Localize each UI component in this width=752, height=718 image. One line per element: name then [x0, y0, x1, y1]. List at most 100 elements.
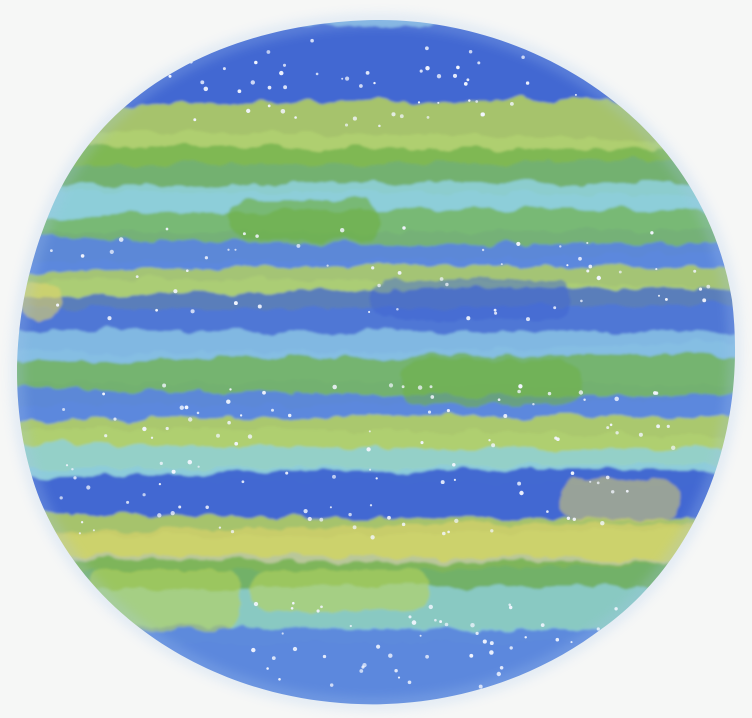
star-dot — [345, 76, 350, 81]
star-dot — [320, 605, 323, 609]
star-dot — [596, 627, 600, 631]
star-dot — [566, 516, 571, 520]
star-dot — [430, 395, 435, 399]
paint-patch — [250, 570, 430, 610]
star-dot — [693, 269, 697, 273]
star-dot — [638, 432, 643, 437]
paint-patch — [370, 280, 570, 320]
star-dot — [113, 417, 117, 421]
star-dot — [525, 317, 531, 322]
star-dot — [193, 118, 197, 122]
star-dot — [281, 632, 284, 635]
star-dot — [618, 270, 622, 274]
star-dot — [434, 618, 437, 622]
star-dot — [287, 413, 292, 418]
star-dot — [666, 424, 670, 428]
star-dot — [165, 227, 169, 231]
star-dot — [352, 116, 357, 121]
star-dot — [540, 623, 545, 627]
star-dot — [370, 535, 375, 540]
star-dot — [445, 282, 449, 287]
star-dot — [344, 123, 349, 127]
star-dot — [399, 114, 404, 119]
star-dot — [378, 124, 381, 128]
star-dot — [605, 80, 610, 85]
star-dot — [477, 61, 481, 65]
star-dot — [205, 505, 209, 510]
star-dot — [187, 459, 193, 465]
star-dot — [517, 481, 522, 486]
star-dot — [509, 101, 514, 106]
star-dot — [408, 615, 412, 619]
star-dot — [614, 607, 618, 611]
star-dot — [157, 513, 162, 518]
star-dot — [590, 643, 595, 648]
star-dot — [518, 384, 523, 389]
star-dot — [247, 434, 253, 439]
star-dot — [397, 676, 401, 679]
star-dot — [468, 49, 473, 54]
star-dot — [436, 74, 442, 79]
star-dot — [71, 467, 74, 471]
star-dot — [227, 420, 231, 425]
star-dot — [555, 637, 560, 642]
star-dot — [497, 398, 501, 402]
star-dot — [411, 620, 417, 625]
star-dot — [589, 480, 592, 483]
star-dot — [559, 245, 562, 248]
paint-patch — [230, 200, 380, 240]
star-dot — [493, 308, 497, 312]
star-dot — [226, 399, 231, 404]
star-dot — [578, 256, 582, 261]
star-dot — [572, 517, 577, 522]
star-dot — [352, 525, 357, 530]
star-dot — [126, 500, 130, 504]
star-dot — [329, 683, 334, 687]
star-dot — [178, 505, 182, 509]
star-dot — [329, 506, 332, 509]
star-dot — [586, 241, 589, 245]
star-dot — [229, 388, 232, 391]
star-dot — [401, 385, 405, 389]
star-dot — [447, 530, 450, 534]
star-dot — [475, 631, 479, 636]
star-dot — [566, 264, 569, 267]
star-dot — [359, 669, 364, 673]
star-dot — [612, 628, 615, 631]
star-dot — [292, 646, 298, 652]
star-dot — [279, 70, 284, 76]
star-dot — [596, 275, 601, 281]
star-dot — [366, 447, 371, 452]
star-dot — [80, 521, 84, 524]
star-dot — [218, 526, 222, 529]
star-dot — [425, 65, 430, 71]
star-dot — [86, 485, 91, 490]
star-dot — [532, 402, 535, 406]
star-dot — [524, 636, 527, 639]
star-dot — [242, 232, 246, 236]
star-dot — [266, 667, 269, 670]
star-dot — [332, 384, 337, 390]
star-dot — [267, 85, 272, 90]
star-dot — [73, 476, 77, 480]
star-dot — [387, 515, 391, 520]
star-dot — [135, 275, 139, 279]
star-dot — [490, 529, 494, 533]
star-dot — [388, 653, 393, 658]
star-dot — [525, 81, 530, 85]
star-dot — [233, 301, 238, 306]
star-dot — [417, 101, 421, 104]
star-dot — [519, 490, 524, 496]
star-dot — [194, 50, 197, 53]
star-dot — [369, 504, 373, 507]
star-dot — [278, 678, 281, 681]
star-dot — [583, 398, 586, 401]
star-dot — [377, 283, 381, 288]
star-dot — [253, 601, 259, 607]
star-dot — [186, 269, 189, 273]
star-dot — [173, 289, 178, 294]
star-dot — [420, 441, 424, 445]
star-dot — [517, 389, 521, 394]
star-dot — [655, 268, 658, 271]
